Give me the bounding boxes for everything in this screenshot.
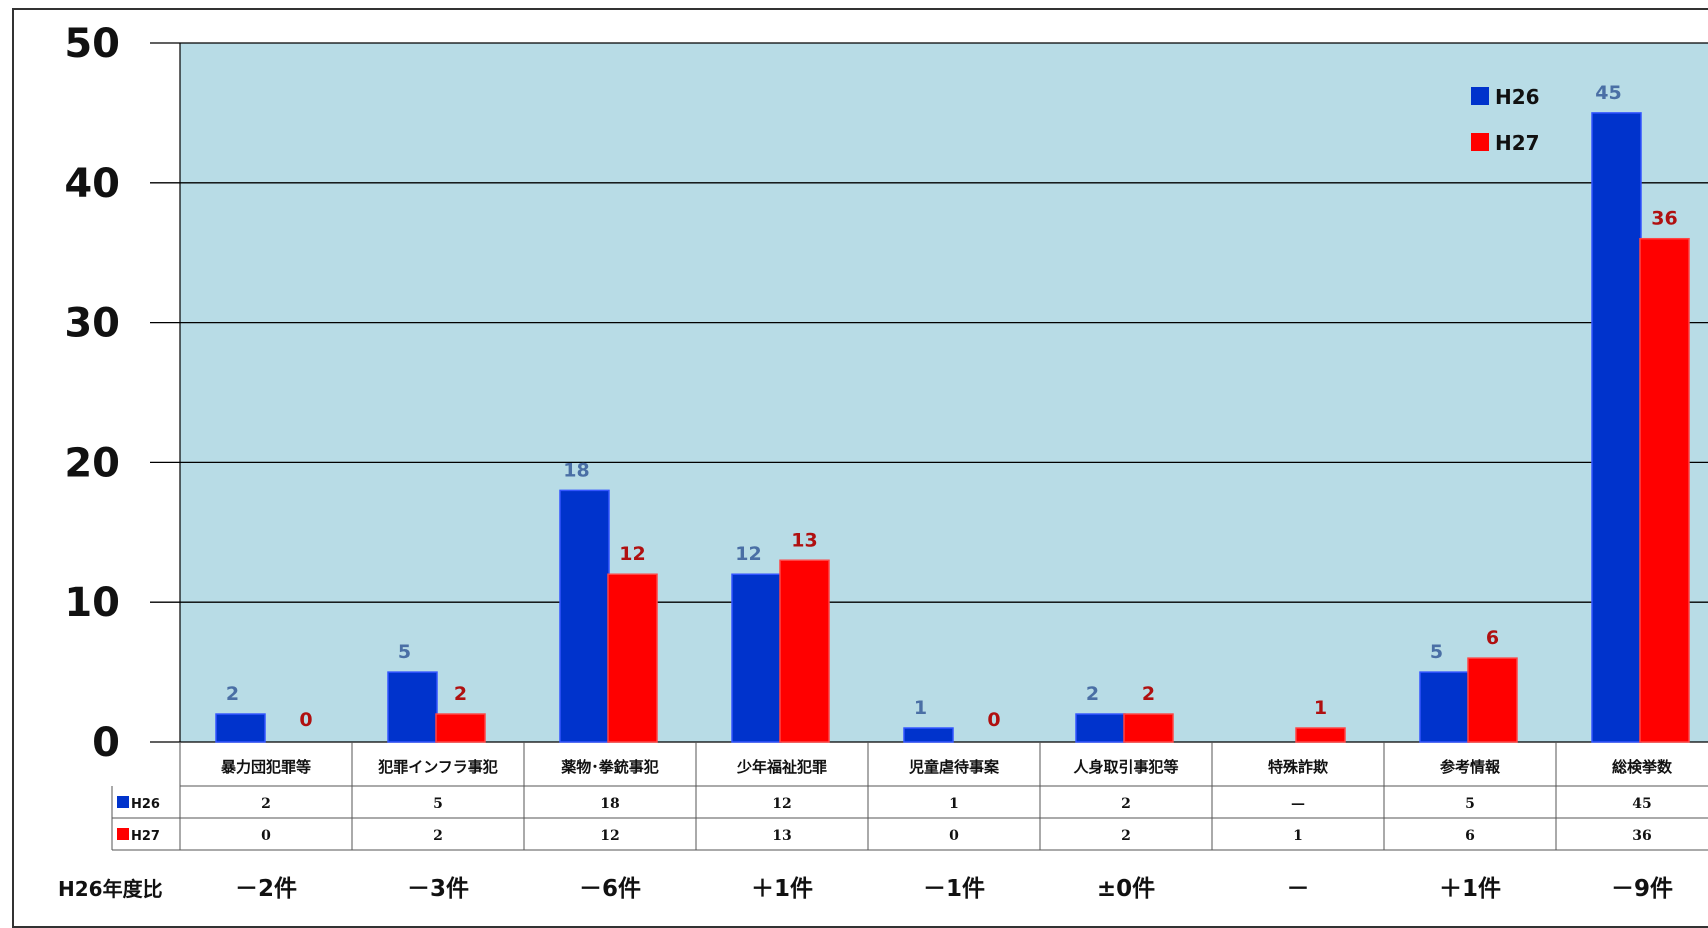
legend-swatch-h27 xyxy=(1471,133,1489,151)
table-key-h26 xyxy=(117,796,129,808)
category-label: 児童虐待事案 xyxy=(908,758,1000,776)
table-cell: 5 xyxy=(1465,796,1475,812)
data-label-h27: 12 xyxy=(619,543,645,565)
legend-swatch-h26 xyxy=(1471,87,1489,105)
data-label-h27: 0 xyxy=(987,709,1000,731)
table-cell: 13 xyxy=(772,828,791,844)
comparison-value: －3件 xyxy=(407,876,469,902)
data-label-h26: 45 xyxy=(1595,82,1621,104)
comparison-value: －2件 xyxy=(235,876,297,902)
table-cell: 1 xyxy=(949,796,959,812)
y-tick-label: 10 xyxy=(64,580,120,626)
legend-label-h26: H26 xyxy=(1495,85,1540,109)
category-label: 人身取引事犯等 xyxy=(1073,758,1178,776)
data-label-h27: 2 xyxy=(454,683,467,705)
bar-h26 xyxy=(904,728,953,742)
bar-h26 xyxy=(560,490,609,742)
table-cell: 36 xyxy=(1632,828,1651,844)
y-tick-label: 30 xyxy=(64,301,120,347)
bar-h27 xyxy=(1640,239,1689,742)
table-cell: 5 xyxy=(433,796,443,812)
table-row-label-h26: H26 xyxy=(131,797,160,812)
data-label-h26: 5 xyxy=(398,641,411,663)
table-row-label-h27: H27 xyxy=(131,829,160,844)
category-label: 少年福祉犯罪 xyxy=(736,758,827,776)
data-label-h26: 5 xyxy=(1430,641,1443,663)
bar-h26 xyxy=(732,574,781,742)
category-label: 総検挙数 xyxy=(1612,758,1673,776)
table-key-h27 xyxy=(117,828,129,840)
data-label-h27: 0 xyxy=(299,709,312,731)
comparison-value: － xyxy=(1287,876,1310,902)
table-cell: 2 xyxy=(261,796,271,812)
table-cell: 2 xyxy=(1121,828,1131,844)
category-label: 犯罪インフラ事犯 xyxy=(377,758,498,776)
table-cell: 2 xyxy=(433,828,443,844)
y-tick-label: 0 xyxy=(92,720,120,766)
data-label-h26: 1 xyxy=(914,697,927,719)
table-cell: 12 xyxy=(600,828,619,844)
comparison-value: －9件 xyxy=(1611,876,1673,902)
comparison-value: ＋1件 xyxy=(1439,876,1501,902)
table-cell: 18 xyxy=(600,796,619,812)
comparison-value: －6件 xyxy=(579,876,641,902)
bar-h27 xyxy=(1296,728,1345,742)
bar-h26 xyxy=(1076,714,1125,742)
bar-h26 xyxy=(216,714,265,742)
data-label-h26: 18 xyxy=(563,459,589,481)
table-cell: 12 xyxy=(772,796,791,812)
table-cell: 45 xyxy=(1632,796,1651,812)
bar-h27 xyxy=(780,560,829,742)
data-table: 暴力団犯罪等 犯罪インフラ事犯 薬物･拳銃事犯 少年福祉犯罪 児童虐待事案 人身取引事犯等… xyxy=(112,742,1708,850)
data-label-h27: 13 xyxy=(791,529,817,551)
y-tick-label: 50 xyxy=(64,21,120,67)
y-tick-label: 20 xyxy=(64,440,120,486)
category-label: 特殊詐欺 xyxy=(1268,758,1328,776)
bar-h27 xyxy=(436,714,485,742)
y-tick-label: 40 xyxy=(64,161,120,207)
bar-h27 xyxy=(608,574,657,742)
category-label: 参考情報 xyxy=(1440,758,1501,776)
category-label: 薬物･拳銃事犯 xyxy=(560,758,659,776)
comparison-value: ±0件 xyxy=(1097,876,1155,902)
data-label-h27: 2 xyxy=(1142,683,1155,705)
data-label-h27: 6 xyxy=(1486,627,1499,649)
legend-label-h27: H27 xyxy=(1495,131,1540,155)
bar-h26 xyxy=(1420,672,1469,742)
table-cell: 6 xyxy=(1465,828,1475,844)
data-label-h27: 1 xyxy=(1314,697,1327,719)
comparison-value: －1件 xyxy=(923,876,985,902)
data-label-h26: 12 xyxy=(735,543,761,565)
table-cell: 2 xyxy=(1121,796,1131,812)
data-label-h26: 2 xyxy=(226,683,239,705)
bar-h26 xyxy=(388,672,437,742)
table-cell: 0 xyxy=(261,828,271,844)
category-label: 暴力団犯罪等 xyxy=(221,758,311,776)
bar-h26 xyxy=(1592,113,1641,742)
table-cell: 1 xyxy=(1293,828,1303,844)
bar-h27 xyxy=(1468,658,1517,742)
table-cell: 0 xyxy=(949,828,959,844)
y-axis-ticks: 0 10 20 30 40 50 xyxy=(64,21,120,766)
data-label-h27: 36 xyxy=(1651,208,1677,230)
table-cell: — xyxy=(1291,796,1305,812)
comparison-row-label: H26年度比 xyxy=(58,877,163,901)
bar-h27 xyxy=(1124,714,1173,742)
data-label-h26: 2 xyxy=(1086,683,1099,705)
comparison-value: ＋1件 xyxy=(751,876,813,902)
comparison-row: H26年度比 －2件 －3件 －6件 ＋1件 －1件 ±0件 － ＋1件 －9件 xyxy=(58,876,1673,902)
